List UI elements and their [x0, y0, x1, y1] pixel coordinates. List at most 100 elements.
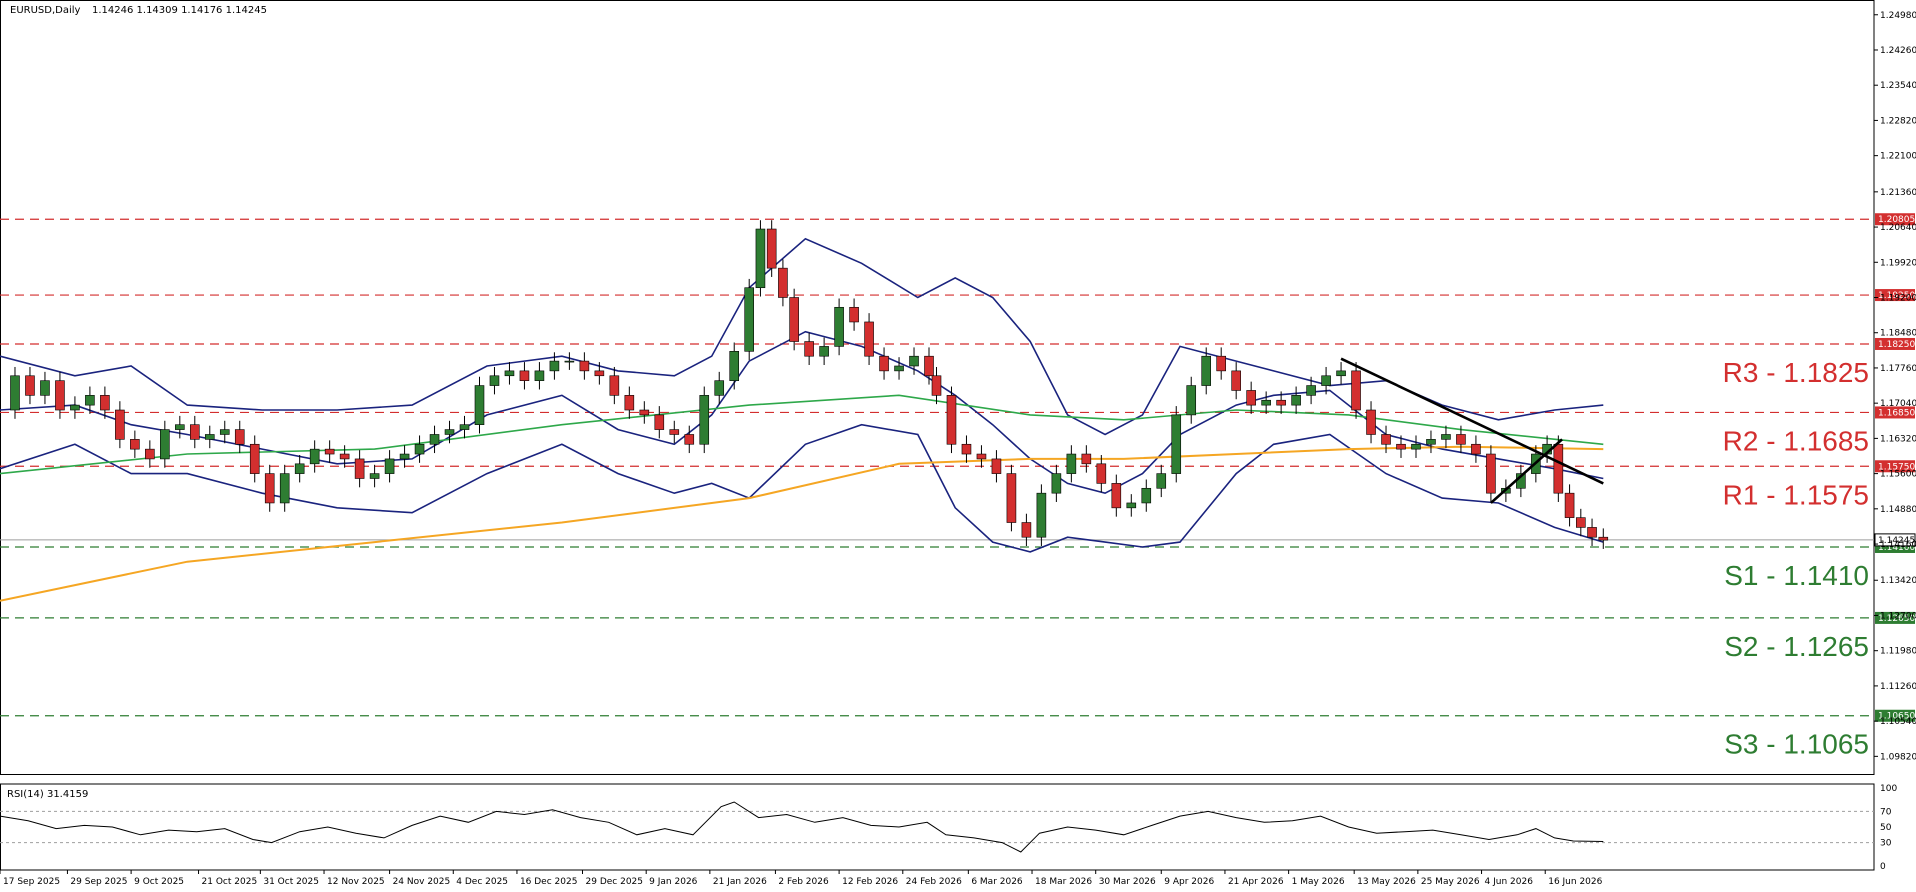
r1-label: R1 - 1.1575 — [1723, 479, 1869, 510]
level-price-tag-text: 1.15750 — [1878, 462, 1915, 472]
main-pane-frame — [0, 0, 1875, 775]
bearish-candle — [1396, 443, 1406, 450]
bearish-candle — [684, 434, 695, 445]
bearish-candle — [654, 414, 665, 430]
date-tick-label: 21 Apr 2026 — [1228, 877, 1284, 887]
s1-label: S1 - 1.1410 — [1724, 560, 1869, 591]
bullish-candle — [384, 458, 395, 474]
price-tick-label: 1.18480 — [1880, 329, 1916, 339]
bearish-candle — [789, 297, 799, 342]
level-price-tag — [1875, 460, 1915, 473]
bearish-candle — [639, 409, 650, 416]
trendline-2 — [1490, 438, 1563, 504]
level-price-tag — [1875, 709, 1915, 722]
bullish-candle — [1051, 473, 1062, 494]
date-tick-label: 29 Sep 2025 — [70, 877, 127, 887]
level-price-tag-text: 1.16850 — [1878, 408, 1915, 418]
rsi-pane-frame — [0, 783, 1875, 871]
price-tick-label: 1.24260 — [1880, 46, 1916, 56]
bearish-candle — [100, 395, 110, 411]
date-tick-label: 25 May 2026 — [1421, 877, 1480, 887]
bearish-candle — [804, 341, 814, 357]
bearish-candle — [324, 448, 335, 455]
rsi-header: RSI(14) 31.4159 — [7, 789, 88, 800]
bearish-candle — [931, 375, 942, 396]
price-tick-label: 1.15600 — [1880, 470, 1916, 480]
bullish-candle — [219, 429, 230, 435]
bearish-candle — [1231, 370, 1241, 391]
bearish-candle — [1553, 443, 1564, 494]
bullish-candle — [279, 473, 290, 504]
bearish-candle — [249, 443, 260, 474]
level-price-tag-text: 1.12650 — [1878, 614, 1915, 624]
bearish-candle — [624, 395, 635, 411]
bearish-candle — [1006, 473, 1017, 523]
bearish-candle — [1081, 453, 1092, 465]
date-tick-label: 17 Sep 2025 — [3, 877, 60, 887]
bearish-candle — [1564, 492, 1575, 518]
date-tick-label: 9 Oct 2025 — [134, 877, 184, 887]
date-tick-label: 12 Nov 2025 — [327, 877, 385, 887]
bearish-candle — [339, 453, 350, 460]
price-tick-label: 1.14160 — [1880, 540, 1916, 550]
bearish-candle — [864, 321, 874, 357]
bearish-candle — [1246, 390, 1256, 406]
price-tick-label: 1.20640 — [1880, 223, 1916, 233]
price-tick-label: 1.22100 — [1880, 152, 1916, 162]
level-price-tag-text: 1.20805 — [1878, 215, 1915, 225]
ma-orange-line — [0, 445, 1604, 602]
bearish-candle — [1576, 517, 1586, 528]
rsi-tick-label: 50 — [1880, 823, 1892, 833]
price-tick-label: 1.12700 — [1880, 611, 1916, 621]
current-price-tag-text: 1.14245 — [1878, 536, 1915, 546]
trendline-1 — [1340, 357, 1604, 485]
bearish-candle — [879, 355, 889, 372]
bullish-candle — [1036, 492, 1047, 538]
date-tick-label: 13 May 2026 — [1357, 877, 1416, 887]
bullish-candle — [1156, 473, 1167, 489]
level-price-tag — [1875, 337, 1915, 350]
bearish-candle — [1351, 370, 1361, 411]
bearish-candle — [130, 439, 140, 450]
bearish-candle — [976, 453, 987, 460]
bullish-candle — [1066, 453, 1077, 474]
bearish-candle — [1456, 434, 1466, 445]
level-price-tag-text: 1.19250 — [1878, 291, 1915, 301]
bearish-candle — [946, 395, 957, 445]
price-tick-label: 1.14880 — [1880, 505, 1916, 515]
bearish-candle — [264, 473, 275, 504]
bearish-candle — [961, 443, 972, 455]
bullish-candle — [10, 375, 20, 411]
bullish-candle — [1201, 355, 1212, 386]
bullish-candle — [549, 360, 560, 372]
bullish-candle — [744, 287, 754, 352]
level-price-tag-text: 1.14100 — [1878, 543, 1915, 553]
bullish-candle — [819, 346, 829, 357]
bullish-candle — [834, 306, 844, 347]
price-tick-label: 1.23540 — [1880, 81, 1916, 91]
bearish-candle — [1276, 399, 1286, 406]
bearish-candle — [778, 267, 788, 298]
bearish-candle — [55, 380, 65, 411]
chart-header-ohlc: 1.14246 1.14309 1.14176 1.14245 — [92, 5, 267, 16]
date-tick-label: 31 Oct 2025 — [263, 877, 319, 887]
price-tick-label: 1.21360 — [1880, 188, 1916, 198]
price-tick-label: 1.24980 — [1880, 11, 1916, 21]
bearish-candle — [354, 458, 365, 479]
bullish-candle — [175, 424, 185, 430]
bearish-candle — [1598, 536, 1609, 541]
date-tick-label: 4 Dec 2025 — [456, 877, 508, 887]
bullish-candle — [1171, 414, 1182, 474]
level-price-tag-text: 1.10650 — [1878, 712, 1915, 722]
bullish-candle — [504, 370, 515, 377]
bearish-candle — [669, 429, 680, 435]
date-tick-label: 4 Jun 2026 — [1485, 877, 1534, 887]
bullish-candle — [1321, 375, 1331, 386]
bullish-candle — [1261, 399, 1271, 406]
price-tick-label: 1.16320 — [1880, 434, 1916, 444]
date-tick-label: 24 Feb 2026 — [906, 877, 962, 887]
date-tick-label: 21 Jan 2026 — [713, 877, 767, 887]
bearish-candle — [1096, 463, 1107, 484]
bearish-candle — [1216, 355, 1226, 372]
date-tick-label: 2 Feb 2026 — [778, 877, 829, 887]
